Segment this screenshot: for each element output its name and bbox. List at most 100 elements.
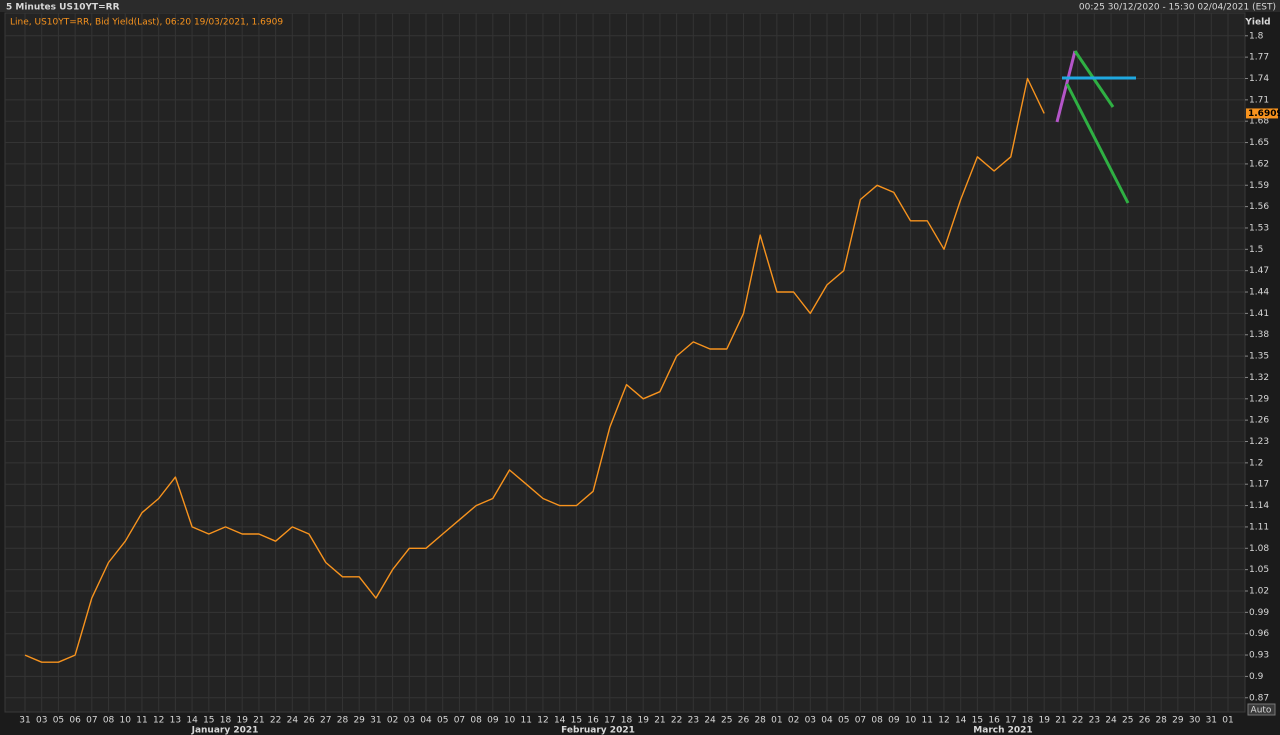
- y-tick-label: 0.96: [1249, 629, 1269, 639]
- x-tick-label: 12: [153, 716, 164, 726]
- y-tick-label: 1.35: [1249, 352, 1269, 362]
- x-tick-label: 11: [136, 716, 147, 726]
- x-tick-label: 12: [938, 716, 949, 726]
- y-tick-label: 1.41: [1249, 309, 1269, 319]
- x-tick-label: 18: [621, 716, 633, 726]
- x-tick-label: 29: [353, 716, 365, 726]
- x-tick-label: 31: [1206, 716, 1217, 726]
- month-label: February 2021: [561, 726, 635, 735]
- y-tick-label: 1.62: [1249, 159, 1269, 169]
- y-tick-label: 1.23: [1249, 437, 1269, 447]
- x-tick-label: 28: [337, 716, 349, 726]
- x-tick-label: 18: [1022, 716, 1034, 726]
- x-tick-label: 04: [420, 716, 432, 726]
- y-tick-label: 1.2: [1249, 458, 1263, 468]
- x-tick-label: 08: [103, 716, 115, 726]
- y-tick-label: 1.08: [1249, 544, 1269, 554]
- y-tick-label: 1.65: [1249, 138, 1269, 148]
- x-tick-label: 19: [1038, 716, 1050, 726]
- x-tick-label: 19: [236, 716, 248, 726]
- x-tick-label: 12: [537, 716, 548, 726]
- x-tick-label: 01: [1222, 716, 1233, 726]
- x-tick-label: 11: [521, 716, 532, 726]
- y-tick-label: 1.17: [1249, 480, 1269, 490]
- x-tick-label: 30: [1189, 716, 1201, 726]
- chart-title: 5 Minutes US10YT=RR: [6, 3, 120, 13]
- x-tick-label: 17: [1005, 716, 1016, 726]
- x-tick-label: 15: [972, 716, 983, 726]
- y-tick-label: 1.11: [1249, 522, 1269, 532]
- y-tick-label: 1.47: [1249, 266, 1269, 276]
- x-tick-label: 05: [53, 716, 64, 726]
- x-tick-label: 22: [1072, 716, 1083, 726]
- y-tick-label: 0.9: [1249, 672, 1264, 682]
- x-tick-label: 10: [120, 716, 132, 726]
- x-tick-label: 23: [688, 716, 699, 726]
- x-tick-label: 24: [1105, 716, 1117, 726]
- x-tick-label: 22: [671, 716, 682, 726]
- y-tick-label: 1.56: [1249, 202, 1269, 212]
- x-tick-label: 14: [955, 716, 967, 726]
- x-tick-label: 21: [253, 716, 264, 726]
- x-tick-label: 21: [1055, 716, 1066, 726]
- x-tick-label: 31: [370, 716, 381, 726]
- y-tick-label: 1.14: [1249, 501, 1269, 511]
- x-tick-label: 26: [303, 716, 315, 726]
- month-label: March 2021: [973, 726, 1032, 735]
- last-value-box: [1246, 108, 1278, 119]
- x-tick-label: 18: [220, 716, 232, 726]
- x-tick-label: 07: [86, 716, 97, 726]
- x-tick-label: 22: [270, 716, 281, 726]
- chart-subtitle: 00:25 30/12/2020 - 15:30 02/04/2021 (EST…: [1079, 3, 1276, 13]
- x-tick-label: 14: [554, 716, 566, 726]
- x-tick-label: 25: [721, 716, 732, 726]
- y-tick-label: 1.05: [1249, 565, 1269, 575]
- x-tick-label: 04: [821, 716, 833, 726]
- x-tick-label: 09: [487, 716, 499, 726]
- x-tick-label: 08: [871, 716, 883, 726]
- x-tick-label: 27: [320, 716, 331, 726]
- y-tick-label: 1.53: [1249, 223, 1269, 233]
- y-tick-label: 1.74: [1249, 74, 1269, 84]
- y-tick-label: 1.44: [1249, 288, 1269, 298]
- y-tick-label: 1.71: [1249, 95, 1269, 105]
- x-tick-label: 03: [404, 716, 415, 726]
- x-tick-label: 03: [805, 716, 816, 726]
- y-tick-label: 0.87: [1249, 693, 1269, 703]
- trend-drawing: [1065, 83, 1130, 204]
- y-tick-label: 1.59: [1249, 181, 1269, 191]
- x-tick-label: 10: [905, 716, 917, 726]
- y-tick-label: 1.29: [1249, 394, 1269, 404]
- x-tick-label: 16: [587, 716, 599, 726]
- x-tick-label: 28: [1155, 716, 1167, 726]
- y-tick-label: 1.32: [1249, 373, 1269, 383]
- legend-entry: Line, US10YT=RR, Bid Yield(Last), 06:20 …: [10, 18, 283, 28]
- x-tick-label: 24: [287, 716, 299, 726]
- x-tick-label: 29: [1172, 716, 1184, 726]
- x-tick-label: 25: [1122, 716, 1133, 726]
- x-tick-label: 21: [654, 716, 665, 726]
- x-tick-label: 09: [888, 716, 900, 726]
- series-line: [24, 77, 1045, 663]
- x-tick-label: 14: [186, 716, 198, 726]
- y-tick-label: 1.68: [1249, 117, 1269, 127]
- x-tick-label: 24: [704, 716, 716, 726]
- x-tick-label: 07: [855, 716, 866, 726]
- x-tick-label: 28: [754, 716, 766, 726]
- x-tick-label: 07: [454, 716, 465, 726]
- y-tick-label: 1.26: [1249, 416, 1269, 426]
- plot-area: [4, 12, 1246, 713]
- x-tick-label: 31: [19, 716, 30, 726]
- y-tick-label: 0.93: [1249, 651, 1269, 661]
- x-tick-label: 16: [988, 716, 1000, 726]
- x-tick-label: 06: [69, 716, 81, 726]
- x-tick-label: 17: [604, 716, 615, 726]
- x-tick-label: 26: [738, 716, 750, 726]
- x-tick-label: 15: [203, 716, 214, 726]
- auto-button[interactable]: [1247, 703, 1276, 716]
- x-tick-label: 03: [36, 716, 47, 726]
- auto-button-label[interactable]: Auto: [1251, 706, 1272, 716]
- grid: [5, 13, 1245, 712]
